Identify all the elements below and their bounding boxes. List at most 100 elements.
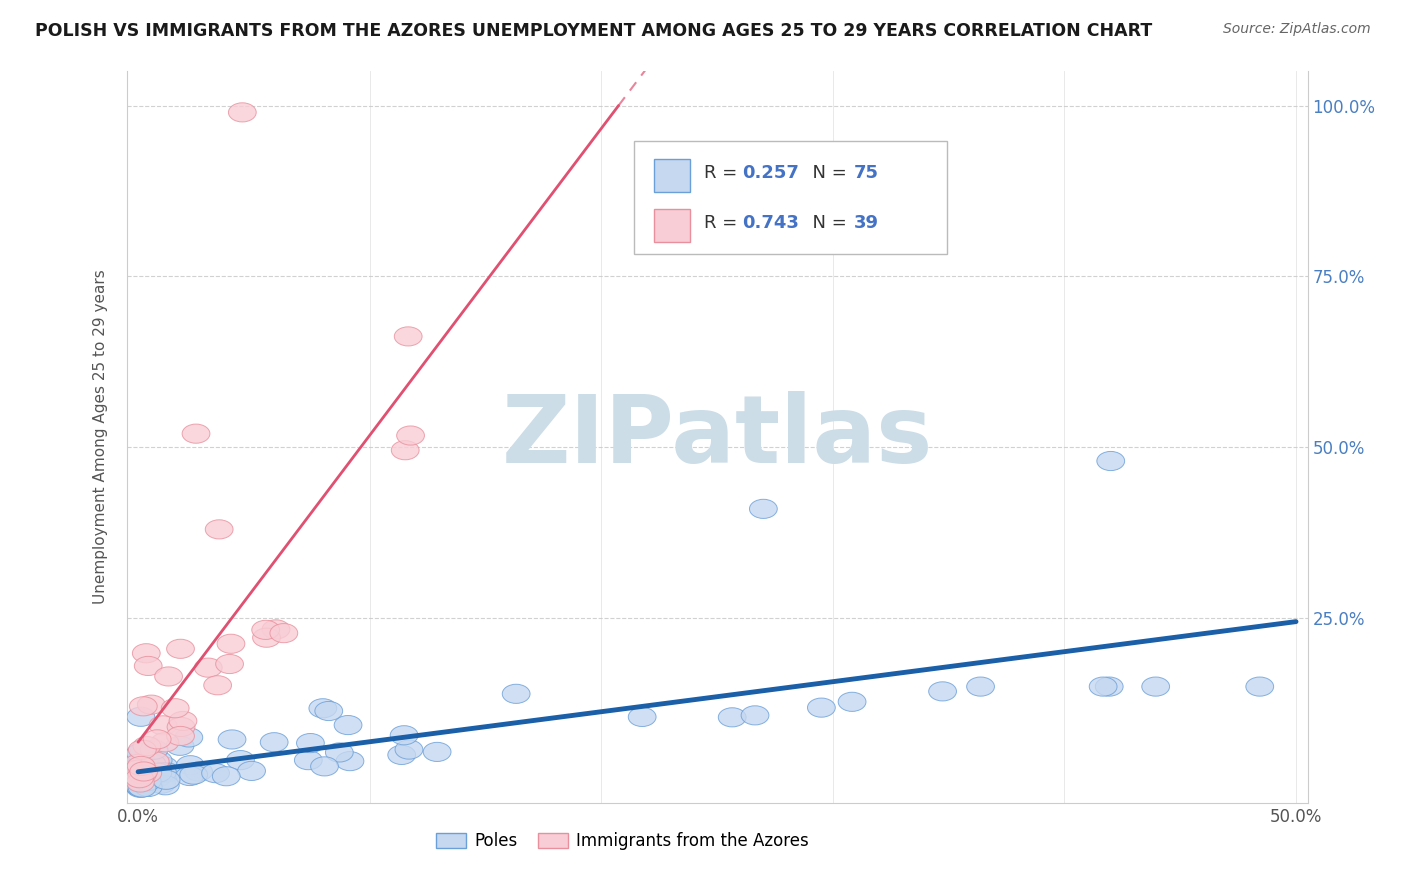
Ellipse shape xyxy=(180,765,208,784)
Text: POLISH VS IMMIGRANTS FROM THE AZORES UNEMPLOYMENT AMONG AGES 25 TO 29 YEARS CORR: POLISH VS IMMIGRANTS FROM THE AZORES UNE… xyxy=(35,22,1153,40)
Ellipse shape xyxy=(205,520,233,539)
Ellipse shape xyxy=(129,764,157,782)
Ellipse shape xyxy=(167,726,194,746)
Ellipse shape xyxy=(270,624,298,643)
Ellipse shape xyxy=(124,768,152,787)
Ellipse shape xyxy=(838,692,866,712)
Ellipse shape xyxy=(226,750,254,770)
Ellipse shape xyxy=(132,644,160,663)
Ellipse shape xyxy=(167,717,195,737)
Ellipse shape xyxy=(127,778,155,797)
Ellipse shape xyxy=(125,769,153,788)
Ellipse shape xyxy=(309,698,336,718)
Ellipse shape xyxy=(129,697,157,716)
Ellipse shape xyxy=(1090,677,1116,696)
Ellipse shape xyxy=(127,772,155,791)
Ellipse shape xyxy=(718,707,747,727)
Ellipse shape xyxy=(127,744,155,763)
Ellipse shape xyxy=(395,740,423,759)
Ellipse shape xyxy=(217,634,245,653)
Legend: Poles, Immigrants from the Azores: Poles, Immigrants from the Azores xyxy=(430,825,815,856)
Ellipse shape xyxy=(336,752,364,771)
Ellipse shape xyxy=(807,698,835,717)
Ellipse shape xyxy=(127,774,155,794)
Ellipse shape xyxy=(141,740,167,759)
Ellipse shape xyxy=(174,728,202,747)
Ellipse shape xyxy=(143,764,172,782)
Ellipse shape xyxy=(1246,677,1274,696)
Ellipse shape xyxy=(212,766,240,786)
Ellipse shape xyxy=(127,778,155,797)
Ellipse shape xyxy=(967,677,994,696)
Ellipse shape xyxy=(396,426,425,445)
Ellipse shape xyxy=(391,441,419,459)
Ellipse shape xyxy=(315,701,343,721)
Ellipse shape xyxy=(124,755,152,773)
Ellipse shape xyxy=(138,695,165,714)
Y-axis label: Unemployment Among Ages 25 to 29 years: Unemployment Among Ages 25 to 29 years xyxy=(93,269,108,605)
Ellipse shape xyxy=(149,715,177,735)
Ellipse shape xyxy=(134,772,162,791)
Ellipse shape xyxy=(394,326,422,346)
Text: R =: R = xyxy=(704,214,742,232)
Ellipse shape xyxy=(215,655,243,673)
Ellipse shape xyxy=(153,763,180,782)
Ellipse shape xyxy=(135,778,162,797)
Ellipse shape xyxy=(135,773,163,792)
Ellipse shape xyxy=(145,751,172,770)
Ellipse shape xyxy=(260,732,288,752)
Ellipse shape xyxy=(134,764,162,782)
Ellipse shape xyxy=(138,754,166,773)
Text: 0.743: 0.743 xyxy=(742,214,799,232)
Ellipse shape xyxy=(166,736,194,756)
Ellipse shape xyxy=(143,768,170,787)
Text: ZIPatlas: ZIPatlas xyxy=(502,391,932,483)
Ellipse shape xyxy=(391,726,418,745)
Ellipse shape xyxy=(162,698,188,718)
Ellipse shape xyxy=(176,766,204,786)
Text: R =: R = xyxy=(704,164,742,182)
Text: 0.257: 0.257 xyxy=(742,164,799,182)
Ellipse shape xyxy=(152,770,180,789)
Ellipse shape xyxy=(128,756,155,775)
Ellipse shape xyxy=(135,657,162,675)
Ellipse shape xyxy=(194,658,222,677)
Ellipse shape xyxy=(1142,677,1170,696)
Ellipse shape xyxy=(128,750,155,769)
Text: Source: ZipAtlas.com: Source: ZipAtlas.com xyxy=(1223,22,1371,37)
Ellipse shape xyxy=(252,620,280,640)
Ellipse shape xyxy=(335,715,361,735)
Ellipse shape xyxy=(167,640,194,658)
FancyBboxPatch shape xyxy=(634,141,948,254)
Ellipse shape xyxy=(128,764,156,784)
Ellipse shape xyxy=(127,707,155,726)
Ellipse shape xyxy=(253,628,280,648)
Ellipse shape xyxy=(311,756,339,776)
Ellipse shape xyxy=(929,681,956,701)
Ellipse shape xyxy=(204,675,232,695)
Ellipse shape xyxy=(127,777,155,797)
Ellipse shape xyxy=(127,747,155,766)
Ellipse shape xyxy=(423,742,451,762)
Text: 39: 39 xyxy=(853,214,879,232)
Ellipse shape xyxy=(628,707,657,726)
Ellipse shape xyxy=(238,762,266,780)
Text: 75: 75 xyxy=(853,164,879,182)
Ellipse shape xyxy=(139,765,167,785)
Ellipse shape xyxy=(127,779,155,797)
Ellipse shape xyxy=(150,756,177,776)
Ellipse shape xyxy=(128,773,156,792)
Ellipse shape xyxy=(152,776,179,795)
Ellipse shape xyxy=(1095,677,1123,696)
Text: N =: N = xyxy=(801,164,852,182)
Ellipse shape xyxy=(201,764,229,783)
Ellipse shape xyxy=(155,667,183,686)
Ellipse shape xyxy=(294,750,322,770)
Ellipse shape xyxy=(125,760,152,780)
Ellipse shape xyxy=(297,733,325,753)
Ellipse shape xyxy=(325,743,353,762)
FancyBboxPatch shape xyxy=(654,209,690,242)
Ellipse shape xyxy=(262,620,290,639)
Ellipse shape xyxy=(148,774,176,793)
Ellipse shape xyxy=(184,762,212,781)
